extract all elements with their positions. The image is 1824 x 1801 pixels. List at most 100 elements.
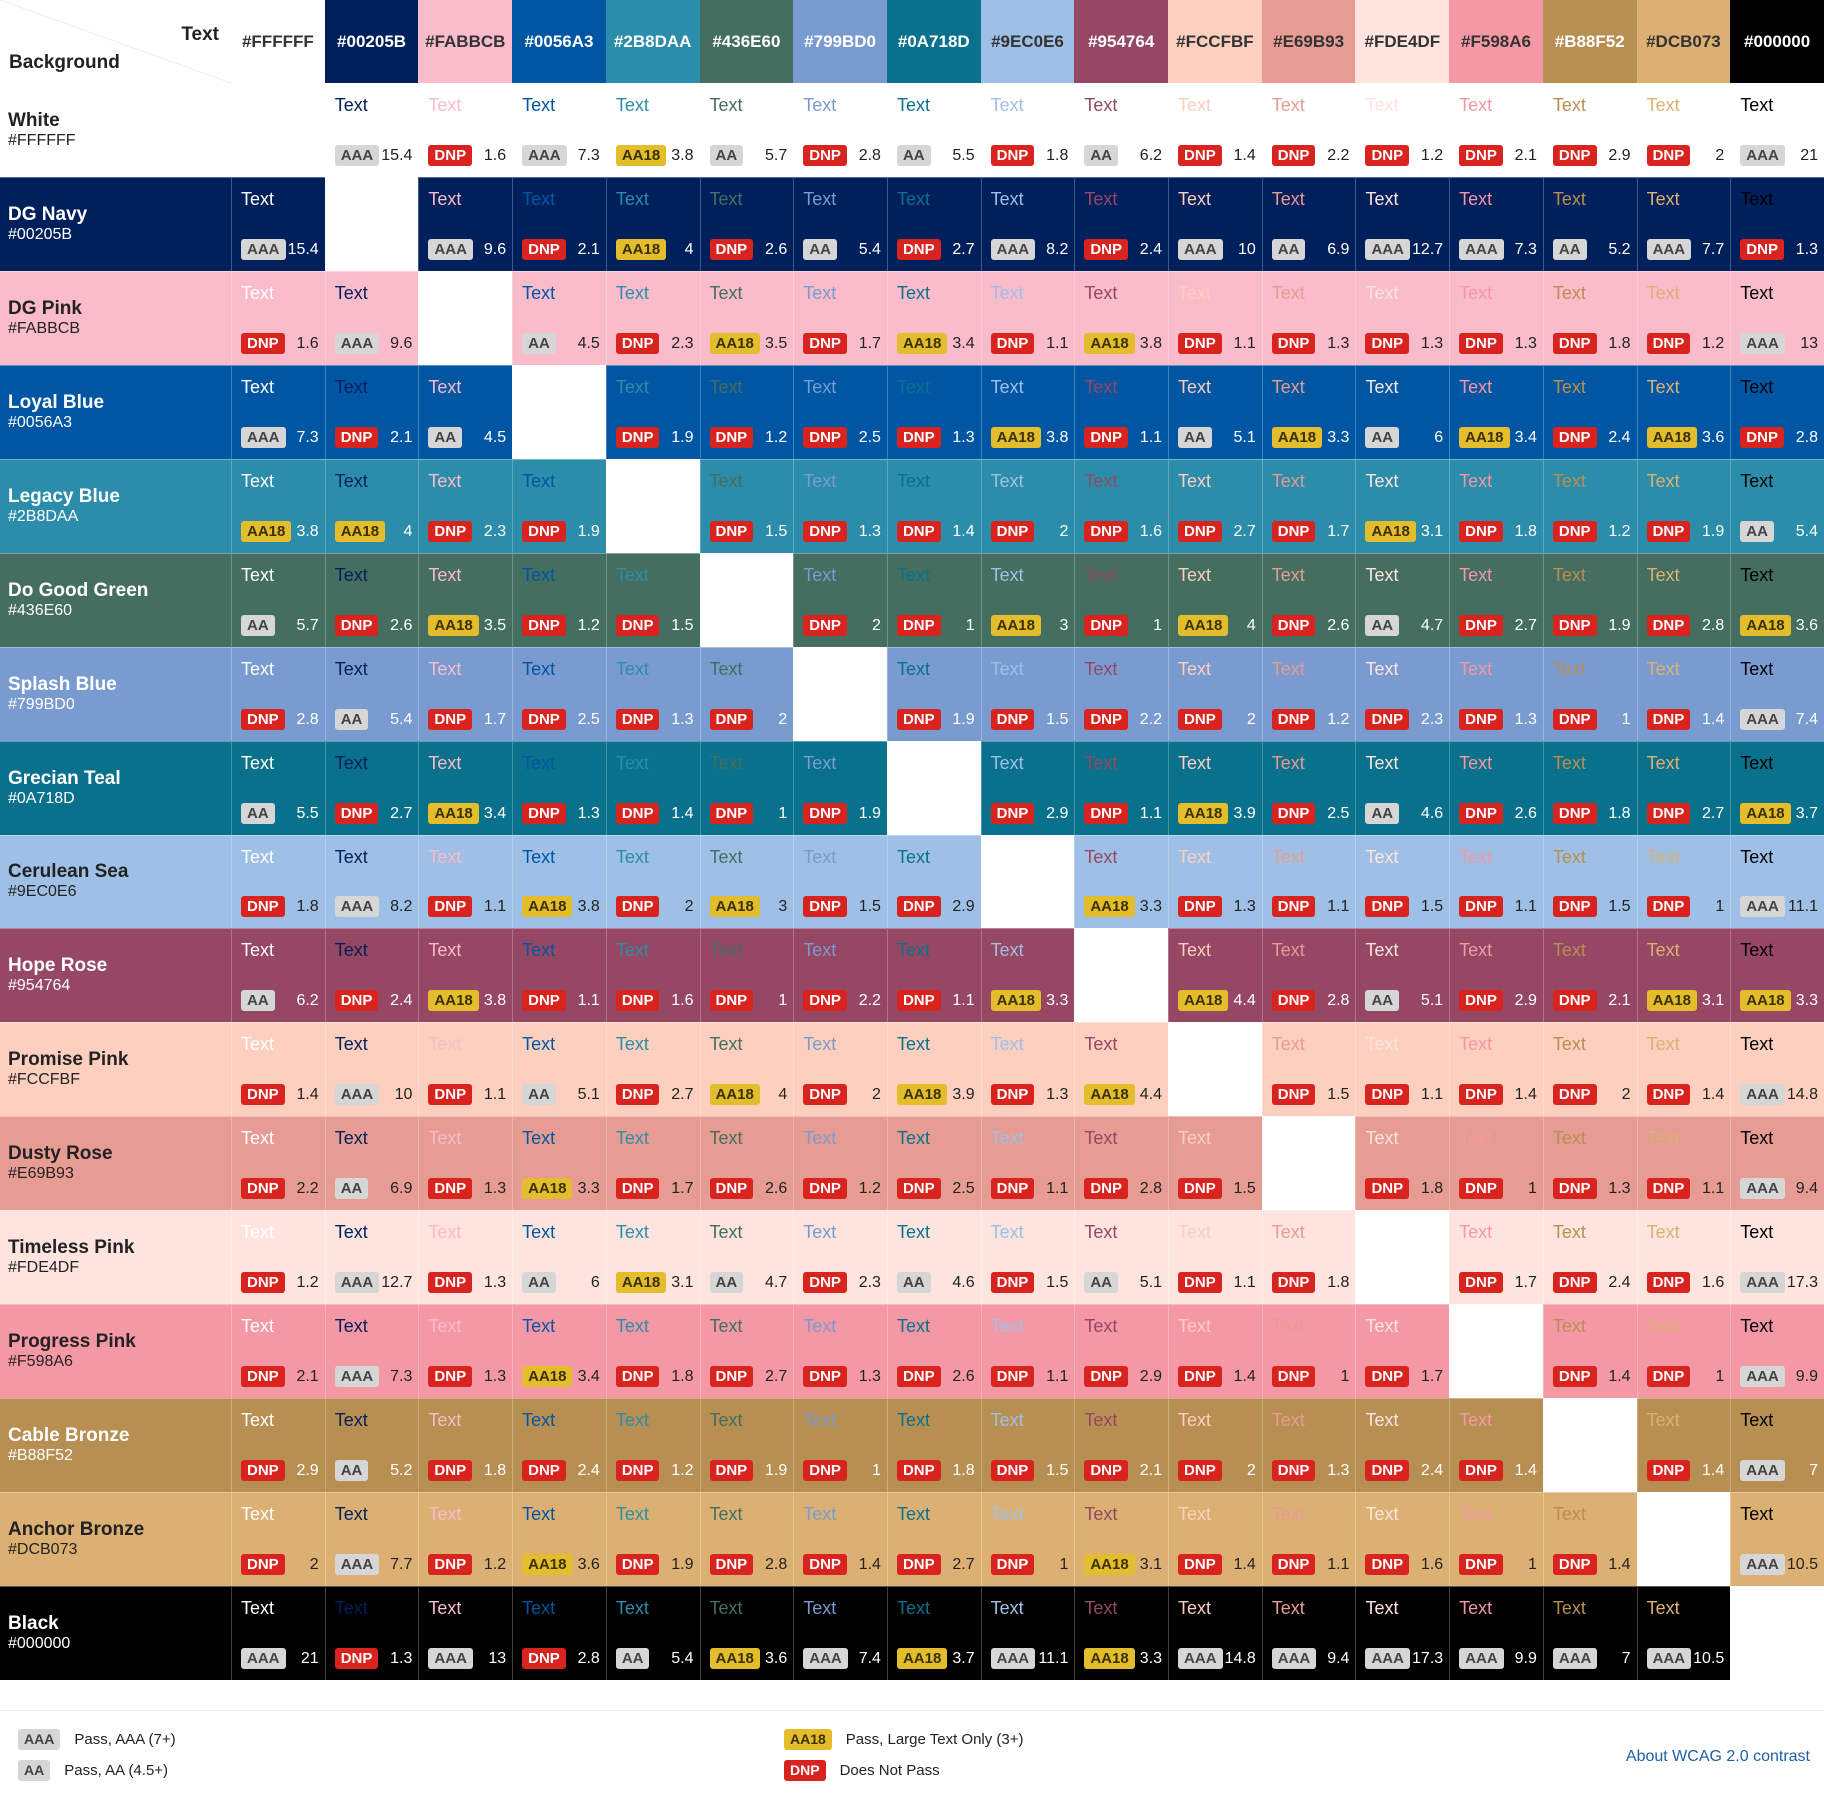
- rating-badge: DNP: [615, 332, 660, 354]
- rating-badge: AA: [334, 1178, 369, 1200]
- row-header-cable-bronze: Cable Bronze #B88F52: [0, 1398, 231, 1493]
- rating-badge: DNP: [1552, 1178, 1597, 1200]
- sample-text: Text: [522, 282, 556, 303]
- contrast-cell: Text DNP 1.5: [699, 458, 794, 553]
- wcag-contrast-link[interactable]: About WCAG 2.0 contrast: [1625, 1748, 1810, 1765]
- contrast-ratio: 8.2: [390, 898, 413, 916]
- contrast-cell: Text DNP 2.7: [605, 1022, 700, 1117]
- contrast-cell: Text DNP 2.8: [1074, 1116, 1169, 1211]
- contrast-ratio: 2.7: [952, 240, 975, 258]
- contrast-cell: Text DNP 2.8: [231, 646, 325, 741]
- sample-text: Text: [241, 282, 275, 303]
- contrast-ratio: 2.6: [952, 1368, 975, 1386]
- contrast-ratio: 1.4: [952, 522, 975, 540]
- rating-badge: AAA: [241, 238, 286, 260]
- contrast-cell: Text DNP 1.2: [231, 1210, 325, 1305]
- contrast-ratio: 1.4: [1233, 1556, 1256, 1574]
- sample-text: Text: [803, 188, 837, 209]
- sample-text: Text: [522, 1598, 556, 1619]
- legend-item-aaa: AAA Pass, AAA (7+): [18, 1729, 176, 1750]
- rating-badge: DNP: [1271, 708, 1316, 730]
- sample-text: Text: [896, 1598, 930, 1619]
- rating-badge: DNP: [615, 708, 660, 730]
- rating-badge: AAA: [1365, 1647, 1410, 1669]
- contrast-cell: Text AAA 8.2: [980, 176, 1075, 271]
- rating-badge: AAA: [522, 144, 567, 166]
- rating-badge: DNP: [990, 1460, 1035, 1482]
- rating-badge: DNP: [1646, 1178, 1691, 1200]
- sample-text: Text: [522, 1222, 556, 1243]
- contrast-ratio: 1.6: [1139, 522, 1163, 540]
- rating-badge: DNP: [428, 1366, 473, 1388]
- contrast-cell: Text AA18 3.3: [512, 1116, 606, 1211]
- contrast-cell: Text DNP 2.9: [231, 1398, 325, 1493]
- sample-text: Text: [709, 1316, 743, 1337]
- contrast-ratio: 1.2: [483, 1556, 507, 1574]
- sample-text: Text: [241, 1222, 275, 1243]
- rating-badge: AA18: [990, 426, 1041, 448]
- contrast-ratio: 1.3: [577, 804, 600, 822]
- contrast-ratio: 3.5: [483, 616, 507, 634]
- sample-text: Text: [1552, 1128, 1586, 1149]
- contrast-cell: Text DNP 1.8: [886, 1398, 981, 1493]
- legend-item-aa: AA Pass, AA (4.5+): [18, 1760, 168, 1781]
- contrast-cell: Text DNP 1.3: [886, 364, 981, 459]
- rating-badge: DNP: [1459, 802, 1503, 824]
- legend: AAA Pass, AAA (7+) AA Pass, AA (4.5+) AA…: [0, 1710, 1824, 1801]
- rating-badge: AA18: [615, 1272, 667, 1294]
- contrast-cell: Text DNP 1.4: [886, 458, 981, 553]
- sample-text: Text: [1084, 1598, 1118, 1619]
- contrast-ratio: 6.9: [390, 1180, 413, 1198]
- rating-badge: DNP: [1178, 708, 1222, 730]
- contrast-cell: Text DNP 2.3: [605, 270, 700, 365]
- rating-badge: DNP: [1552, 1554, 1597, 1576]
- rating-badge: AA: [1552, 238, 1587, 260]
- contrast-cell: Text DNP 1.9: [793, 740, 887, 835]
- contrast-cell: Text DNP 1: [980, 1492, 1075, 1587]
- contrast-cell: Text AAA 10: [1168, 176, 1262, 271]
- contrast-ratio: 7.7: [1702, 240, 1725, 258]
- contrast-ratio: 1.4: [1233, 1368, 1256, 1386]
- sample-text: Text: [428, 658, 462, 679]
- empty-cell: [1449, 1304, 1543, 1399]
- rating-badge: DNP: [1178, 520, 1222, 542]
- contrast-ratio: 1.7: [671, 1180, 694, 1198]
- row-header-hope-rose: Hope Rose #954764: [0, 928, 231, 1023]
- contrast-ratio: 1.9: [1608, 616, 1631, 634]
- sample-text: Text: [334, 282, 368, 303]
- sample-text: Text: [1365, 282, 1399, 303]
- sample-text: Text: [1552, 282, 1586, 303]
- column-header-progress-pink: #F598A6: [1449, 0, 1543, 83]
- rating-badge: DNP: [1271, 1272, 1316, 1294]
- rating-badge: AA18: [896, 1647, 948, 1669]
- contrast-ratio: 5.4: [671, 1649, 694, 1667]
- contrast-ratio: 5.4: [390, 710, 413, 728]
- rating-badge: DNP: [1365, 1554, 1410, 1576]
- contrast-cell: Text DNP 1.6: [231, 270, 325, 365]
- rating-badge: AAA: [1740, 1366, 1785, 1388]
- contrast-cell: Text DNP 1.2: [1542, 458, 1637, 553]
- contrast-cell: Text AAA 13: [1730, 270, 1824, 365]
- rating-badge: DNP: [241, 1366, 285, 1388]
- contrast-cell: Text DNP 1.8: [980, 83, 1075, 177]
- rating-badge: DNP: [1646, 1366, 1691, 1388]
- rating-badge: DNP: [428, 1272, 473, 1294]
- contrast-ratio: 2.8: [1702, 616, 1725, 634]
- row-color-hex: #00205B: [8, 225, 73, 243]
- contrast-cell: Text AAA 17.3: [1355, 1586, 1450, 1680]
- sample-text: Text: [1740, 376, 1774, 397]
- contrast-cell: Text AA 5.1: [1074, 1210, 1169, 1305]
- contrast-cell: Text DNP 2: [793, 552, 887, 647]
- contrast-ratio: 10: [394, 1086, 413, 1104]
- sample-text: Text: [615, 1222, 649, 1243]
- sample-text: Text: [241, 1034, 275, 1055]
- sample-text: Text: [615, 188, 649, 209]
- sample-text: Text: [990, 1410, 1024, 1431]
- rating-badge: DNP: [615, 1460, 660, 1482]
- contrast-ratio: 2.4: [1420, 1462, 1444, 1480]
- contrast-cell: Text AA18 3.8: [512, 834, 606, 929]
- contrast-cell: Text AA 5.4: [793, 176, 887, 271]
- column-header-anchor-bronze: #DCB073: [1636, 0, 1731, 83]
- rating-badge: AAA: [1459, 238, 1504, 260]
- contrast-cell: Text DNP 1.5: [980, 1210, 1075, 1305]
